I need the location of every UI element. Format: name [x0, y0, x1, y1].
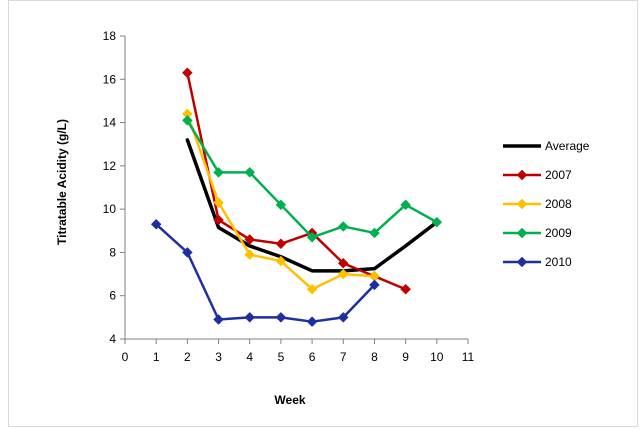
- series-line: [186, 119, 439, 239]
- legend-marker: [516, 169, 528, 181]
- x-tick-label: 0: [122, 350, 129, 364]
- data-point: [400, 199, 411, 211]
- data-point: [244, 166, 256, 178]
- legend: Average 2007 2008 2009 2010: [503, 139, 590, 269]
- data-point: [369, 279, 380, 291]
- data-point: [244, 312, 256, 323]
- data-point: [213, 214, 224, 226]
- data-point: [275, 255, 287, 267]
- series-2009: [182, 115, 443, 243]
- series-2007: [182, 67, 411, 295]
- x-tick-label: 6: [309, 350, 316, 364]
- y-axis-title: Titratable Acidity (g/L): [55, 119, 69, 245]
- series-line: [185, 138, 439, 273]
- y-tick-label: 6: [109, 289, 116, 303]
- plot-area: [150, 67, 443, 328]
- data-point: [400, 283, 411, 295]
- x-tick-label: 2: [184, 350, 191, 364]
- data-point: [275, 312, 287, 323]
- series-2008: [182, 108, 380, 295]
- series-2010: [150, 218, 380, 328]
- axes: [120, 35, 469, 344]
- x-tick-label: 5: [278, 350, 285, 364]
- x-tick-label: 10: [430, 350, 444, 364]
- legend-marker: [516, 198, 528, 210]
- data-point: [275, 199, 287, 211]
- data-point: [306, 316, 318, 328]
- data-point: [150, 218, 162, 230]
- data-point: [275, 238, 287, 250]
- data-point: [213, 314, 224, 325]
- x-tick-label: 11: [462, 350, 475, 364]
- x-tick-label: 9: [402, 350, 409, 364]
- x-tick-label: 7: [340, 350, 347, 364]
- y-tick-label: 10: [103, 202, 117, 216]
- legend-item-2010: 2010: [503, 255, 572, 269]
- x-axis-title: Week: [274, 393, 305, 407]
- data-point: [431, 216, 443, 228]
- series-average: [185, 138, 439, 273]
- series-line: [154, 223, 376, 323]
- data-point: [306, 231, 318, 243]
- y-tick-label: 16: [103, 72, 117, 86]
- legend-marker: [516, 227, 528, 239]
- data-point: [182, 115, 193, 126]
- legend-label: 2010: [545, 255, 572, 269]
- x-tick-label: 1: [153, 350, 160, 364]
- data-point: [337, 312, 349, 323]
- y-tick-label: 14: [103, 116, 117, 130]
- data-point: [337, 268, 349, 280]
- x-tick-label: 4: [246, 350, 253, 364]
- legend-item-2007: 2007: [503, 168, 572, 182]
- data-point: [369, 227, 380, 239]
- data-point: [244, 249, 256, 260]
- y-tick-label: 18: [103, 29, 117, 43]
- legend-label: 2007: [545, 168, 572, 182]
- data-point: [337, 257, 349, 269]
- data-point: [337, 221, 349, 232]
- data-point: [244, 234, 256, 245]
- series-line: [186, 71, 407, 291]
- legend-marker: [516, 256, 528, 268]
- y-tick-label: 12: [103, 159, 117, 173]
- legend-label: Average: [545, 139, 590, 153]
- data-point: [182, 67, 193, 79]
- legend-item-2008: 2008: [503, 197, 572, 211]
- data-point: [182, 247, 193, 258]
- chart-frame: [8, 0, 638, 427]
- data-point: [213, 197, 224, 209]
- legend-item-2009: 2009: [503, 226, 572, 240]
- legend-label: 2008: [545, 197, 572, 211]
- x-tick-label: 8: [371, 350, 378, 364]
- y-tick-label: 8: [109, 245, 116, 259]
- data-point: [306, 283, 318, 295]
- legend-item-average: Average: [503, 139, 590, 153]
- data-point: [213, 166, 224, 178]
- y-tick-label: 4: [109, 332, 116, 346]
- x-tick-label: 3: [215, 350, 222, 364]
- legend-label: 2009: [545, 226, 572, 240]
